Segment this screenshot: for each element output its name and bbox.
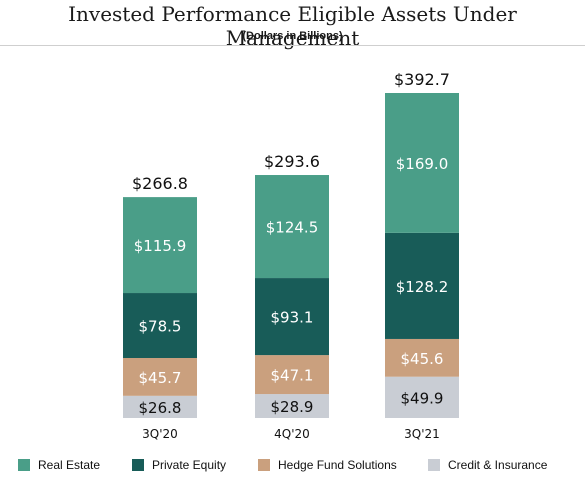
data-label: $169.0 [396,155,449,173]
legend-swatch [428,459,440,471]
legend-item: Hedge Fund Solutions [258,458,397,472]
chart-title: Invested Performance Eligible Assets Und… [68,2,517,50]
bar-segment-real-estate-1 [123,197,197,294]
data-label: $93.1 [271,309,314,327]
legend-label: Real Estate [38,458,101,472]
category-label: 3Q'21 [404,427,440,441]
legend-swatch [132,459,144,471]
bar-segment-real-estate-2 [255,175,329,279]
legend-item: Private Equity [132,458,226,472]
legend-item: Real Estate [18,458,100,472]
legend-swatch [18,459,30,471]
legend-label: Credit & Insurance [448,458,548,472]
bar-segment-credit-insurance-3 [385,376,459,418]
stacked-bar-chart: $26.8 $45.7 $78.5 $115.9 $266.8 3Q'20 $28.9 $47… [123,70,459,441]
category-label: 4Q'20 [274,427,310,441]
bar-total-label: $293.6 [264,152,320,171]
data-label: $78.5 [139,318,182,336]
data-label: $26.8 [139,399,182,417]
bar-segment-private-equity-3 [385,232,459,339]
data-label: $49.9 [401,389,444,407]
legend-item: Credit & Insurance [428,458,547,472]
bar-segment-hedge-fund-solutions-3 [385,338,459,377]
chart-subtitle: (Dollars in Billions) [242,30,343,42]
legend-label: Hedge Fund Solutions [278,458,397,472]
bar-total-label: $392.7 [394,70,450,89]
bar-segment-hedge-fund-solutions-1 [123,357,197,396]
data-label: $115.9 [134,237,187,255]
bar-segment-credit-insurance-1 [123,395,197,418]
data-label: $128.2 [396,278,449,296]
data-label: $47.1 [271,367,314,385]
legend-label: Private Equity [152,458,227,472]
bar-segment-real-estate-3 [385,93,459,233]
bar-segment-private-equity-1 [123,293,197,358]
bar-total-label: $266.8 [132,174,188,193]
chart-legend: Real Estate Private Equity Hedge Fund Solu… [0,458,585,478]
bar-segment-hedge-fund-solutions-2 [255,355,329,395]
data-label: $45.7 [139,369,182,387]
data-label: $45.6 [401,350,444,368]
title-divider [0,45,585,46]
data-label: $28.9 [271,398,314,416]
bar-segment-credit-insurance-2 [255,394,329,418]
category-label: 3Q'20 [142,427,178,441]
data-label: $124.5 [266,219,319,237]
legend-swatch [258,459,270,471]
bar-segment-private-equity-2 [255,278,329,356]
